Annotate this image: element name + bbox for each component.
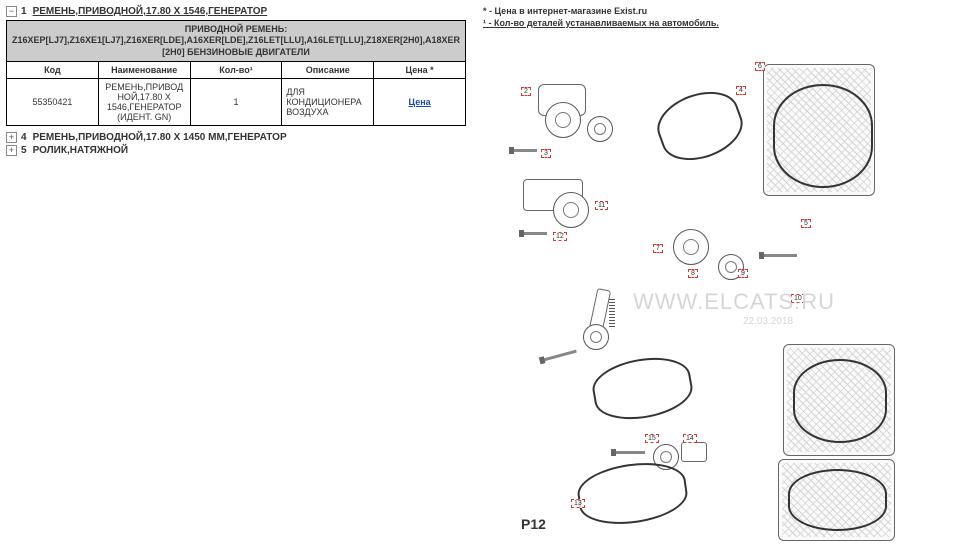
diagram-pulley [553, 192, 589, 228]
diagram-callout: 13 [571, 499, 585, 508]
expand-icon[interactable]: + [6, 145, 17, 156]
th-name: Наименование [98, 61, 190, 78]
watermark-date: 22.03.2018 [743, 316, 793, 327]
tree-num: 1 [21, 6, 27, 17]
collapse-icon[interactable]: − [6, 6, 17, 17]
tree-label: РОЛИК,НАТЯЖНОЙ [33, 145, 129, 156]
diagram-callout: 14 [683, 434, 697, 443]
diagram-belt [788, 469, 887, 531]
price-link[interactable]: Цена [409, 97, 431, 107]
diagram-callout: 9 [738, 269, 748, 278]
tree-row-sibling[interactable]: + 4 РЕМЕНЬ,ПРИВОДНОЙ,17.80 X 1450 MM,ГЕН… [6, 132, 469, 143]
tree-label: РЕМЕНЬ,ПРИВОДНОЙ,17.80 X 1546,ГЕНЕРАТОР [33, 6, 268, 17]
diagram-pulley [673, 229, 709, 265]
table-title: ПРИВОДНОЙ РЕМЕНЬ: Z16XEP[LJ7],Z16XE1[LJ7… [7, 21, 466, 62]
diagram-spring [609, 299, 615, 327]
tree-num: 4 [21, 132, 27, 143]
left-pane: − 1 РЕМЕНЬ,ПРИВОДНОЙ,17.80 X 1546,ГЕНЕРА… [0, 0, 475, 547]
cell-desc: ДЛЯ КОНДИЦИОНЕРА ВОЗДУХА [282, 78, 374, 125]
legend-price: * - Цена в интернет-магазине Exist.ru [483, 6, 952, 16]
th-desc: Описание [282, 61, 374, 78]
tree-num: 5 [21, 145, 27, 156]
cell-price: Цена [374, 78, 466, 125]
diagram-bolt [513, 149, 537, 152]
legend-qty-text: ¹ - Кол-во деталей устанавливаемых на ав… [483, 18, 719, 28]
diagram-callout: 5 [801, 219, 811, 228]
cell-code: 55350421 [7, 78, 99, 125]
table-title-line1: ПРИВОДНОЙ РЕМЕНЬ: [185, 24, 287, 34]
diagram-idler [587, 116, 613, 142]
diagram-callout: 2 [521, 87, 531, 96]
diagram-belt [589, 351, 697, 426]
th-qty: Кол-во¹ [190, 61, 282, 78]
parts-diagram: 2 3 6 4 11 12 5 8 9 10 7 [483, 54, 933, 544]
th-code: Код [7, 61, 99, 78]
legend-qty: ¹ - Кол-во деталей устанавливаемых на ав… [483, 18, 952, 28]
diagram-belt [793, 359, 887, 443]
diagram-pulley [583, 324, 609, 350]
tree-row-sibling[interactable]: + 5 РОЛИК,НАТЯЖНОЙ [6, 145, 469, 156]
cell-qty: 1 [190, 78, 282, 125]
diagram-callout: 15 [645, 434, 659, 443]
diagram-belt [574, 457, 690, 531]
diagram-bracket [681, 442, 707, 462]
diagram-callout: 6 [755, 62, 765, 71]
diagram-belt [773, 84, 873, 188]
watermark: WWW.ELCATS.RU [633, 289, 835, 315]
legend-price-text: * - Цена в интернет-магазине Exist.ru [483, 6, 647, 16]
diagram-page-label: P12 [521, 516, 546, 532]
diagram-callout: 4 [736, 86, 746, 95]
diagram-bolt [523, 232, 547, 235]
table-title-line2: Z16XEP[LJ7],Z16XE1[LJ7],Z16XER[LDE],A16X… [12, 35, 460, 56]
right-pane: * - Цена в интернет-магазине Exist.ru ¹ … [475, 0, 960, 547]
diagram-callout: 3 [541, 149, 551, 158]
tree-label: РЕМЕНЬ,ПРИВОДНОЙ,17.80 X 1450 MM,ГЕНЕРАТ… [33, 132, 287, 143]
diagram-callout: 12 [553, 232, 567, 241]
diagram-callout: 8 [688, 269, 698, 278]
th-price: Цена * [374, 61, 466, 78]
diagram-bolt [763, 254, 797, 257]
parts-table: ПРИВОДНОЙ РЕМЕНЬ: Z16XEP[LJ7],Z16XE1[LJ7… [6, 20, 466, 126]
tree-row-active[interactable]: − 1 РЕМЕНЬ,ПРИВОДНОЙ,17.80 X 1546,ГЕНЕРА… [6, 6, 469, 17]
diagram-bolt [615, 451, 645, 454]
expand-icon[interactable]: + [6, 132, 17, 143]
diagram-callout: 11 [595, 201, 608, 210]
diagram-pulley [545, 102, 581, 138]
diagram-callout: 7 [653, 244, 663, 253]
diagram-bolt [543, 350, 577, 362]
cell-name: РЕМЕНЬ,ПРИВОДНОЙ,17.80 X 1546,ГЕНЕРАТОР … [98, 78, 190, 125]
table-row[interactable]: 55350421 РЕМЕНЬ,ПРИВОДНОЙ,17.80 X 1546,Г… [7, 78, 466, 125]
